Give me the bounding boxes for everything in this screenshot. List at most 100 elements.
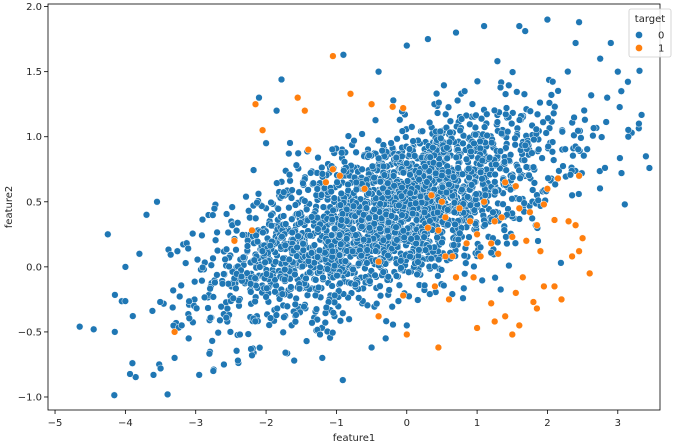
series-0-point (569, 152, 577, 160)
series-0-point (462, 259, 470, 267)
series-0-point (511, 141, 519, 149)
series-0-point (225, 262, 233, 271)
series-0-point (444, 168, 453, 176)
series-1-point (322, 178, 330, 186)
series-1-point (445, 295, 453, 304)
series-1-point (515, 321, 523, 330)
series-0-point (281, 349, 290, 357)
series-0-point (328, 145, 336, 154)
series-0-point (244, 330, 252, 338)
series-0-point (330, 194, 338, 202)
series-0-point (624, 126, 632, 134)
series-0-point (173, 247, 182, 255)
series-0-point (426, 153, 434, 161)
series-0-point (539, 118, 547, 126)
x-tick-label: 2 (544, 418, 550, 429)
series-0-point (272, 311, 281, 319)
series-0-point (437, 134, 445, 142)
series-0-point (536, 98, 544, 107)
series-0-point (232, 246, 240, 254)
series-1-point (434, 226, 443, 235)
series-0-point (287, 283, 295, 291)
series-0-point (398, 127, 407, 135)
series-0-point (415, 168, 423, 177)
series-0-point (224, 228, 232, 237)
series-0-point (526, 107, 534, 115)
series-0-point (645, 164, 654, 172)
series-0-point (367, 343, 376, 352)
series-0-point (433, 233, 441, 242)
series-0-point (568, 191, 576, 199)
series-0-point (365, 189, 373, 197)
series-0-point (343, 205, 351, 214)
series-0-point (557, 259, 565, 267)
series-0-point (493, 118, 502, 126)
series-0-point (294, 210, 303, 218)
series-0-point (497, 285, 505, 294)
series-0-point (387, 212, 396, 220)
series-0-point (251, 297, 259, 306)
series-1-point (304, 146, 312, 154)
series-0-point (493, 57, 502, 65)
series-0-point (433, 208, 442, 217)
series-1-point (494, 250, 502, 258)
series-0-point (412, 239, 420, 248)
series-0-point (259, 228, 267, 237)
series-1-point (501, 312, 509, 320)
series-0-point (402, 133, 410, 141)
series-0-point (307, 169, 315, 177)
series-0-point (250, 256, 258, 264)
series-0-point (360, 236, 368, 244)
series-1-point (575, 247, 583, 255)
series-0-point (214, 329, 222, 337)
series-0-point (291, 300, 299, 309)
series-0-point (406, 189, 414, 197)
series-0-point (153, 198, 161, 206)
series-0-point (442, 110, 450, 118)
series-0-point (454, 235, 462, 244)
series-0-point (209, 254, 217, 262)
series-0-point (352, 185, 361, 194)
series-0-point (577, 134, 585, 142)
series-1-point (533, 304, 541, 313)
series-0-point (509, 173, 517, 181)
series-0-point (624, 133, 632, 141)
series-0-point (551, 103, 559, 111)
series-0-point (418, 127, 427, 135)
y-tick-label: 0.0 (26, 262, 42, 273)
series-1-point (441, 252, 450, 261)
series-0-point (128, 359, 137, 367)
series-0-point (466, 120, 474, 128)
series-0-point (328, 215, 336, 224)
series-0-point (580, 152, 588, 160)
series-0-point (278, 233, 286, 241)
series-0-point (589, 132, 597, 140)
series-0-point (355, 259, 363, 268)
series-0-point (399, 227, 407, 235)
series-0-point (395, 281, 404, 289)
series-0-point (371, 271, 379, 279)
series-0-point (339, 51, 348, 59)
series-0-point (251, 274, 259, 282)
series-0-point (398, 211, 406, 219)
series-0-point (198, 215, 207, 224)
series-0-point (571, 39, 580, 47)
series-0-point (503, 239, 511, 248)
series-0-point (545, 99, 554, 107)
series-0-point (502, 233, 510, 241)
series-0-point (315, 246, 324, 255)
series-0-point (550, 109, 558, 117)
series-0-point (314, 225, 322, 233)
series-0-point (323, 265, 332, 273)
series-0-point (476, 168, 485, 176)
series-0-point (370, 220, 378, 228)
series-0-point (431, 262, 439, 270)
series-0-point (318, 170, 327, 178)
series-0-point (246, 280, 255, 288)
series-0-point (453, 96, 462, 105)
series-0-point (481, 191, 489, 199)
series-0-point (376, 178, 385, 186)
series-1-point (487, 239, 495, 248)
legend-title: target (635, 14, 665, 25)
series-0-point (178, 321, 186, 330)
